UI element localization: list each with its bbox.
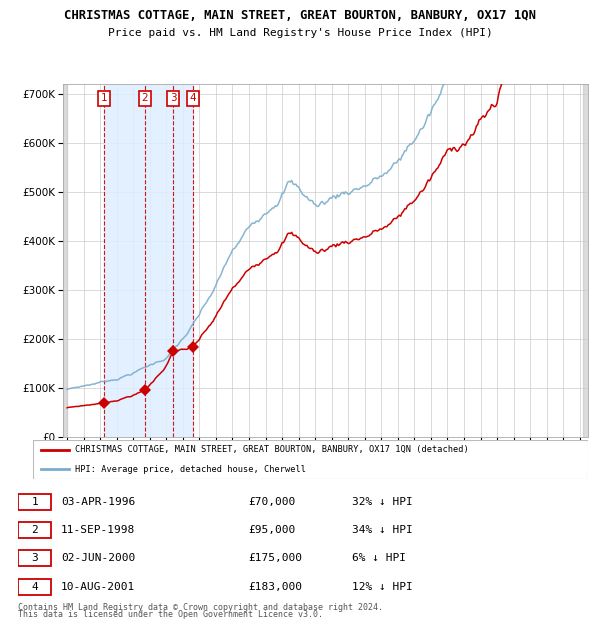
Bar	[63, 84, 67, 437]
Text: 4: 4	[31, 582, 38, 591]
Bar	[583, 84, 588, 437]
Text: HPI: Average price, detached house, Cherwell: HPI: Average price, detached house, Cher…	[74, 464, 305, 474]
Text: Contains HM Land Registry data © Crown copyright and database right 2024.: Contains HM Land Registry data © Crown c…	[18, 603, 383, 612]
Text: £175,000: £175,000	[248, 554, 302, 564]
Text: 1: 1	[31, 497, 38, 507]
Text: 02-JUN-2000: 02-JUN-2000	[61, 554, 136, 564]
Text: £95,000: £95,000	[248, 525, 296, 535]
FancyBboxPatch shape	[18, 551, 52, 567]
Text: 2: 2	[142, 94, 148, 104]
Text: £70,000: £70,000	[248, 497, 296, 507]
Text: 1: 1	[101, 94, 108, 104]
Text: 11-SEP-1998: 11-SEP-1998	[61, 525, 136, 535]
Text: 03-APR-1996: 03-APR-1996	[61, 497, 136, 507]
Text: 10-AUG-2001: 10-AUG-2001	[61, 582, 136, 591]
Text: CHRISTMAS COTTAGE, MAIN STREET, GREAT BOURTON, BANBURY, OX17 1QN: CHRISTMAS COTTAGE, MAIN STREET, GREAT BO…	[64, 9, 536, 22]
Text: 4: 4	[190, 94, 196, 104]
Text: 3: 3	[170, 94, 176, 104]
Text: CHRISTMAS COTTAGE, MAIN STREET, GREAT BOURTON, BANBURY, OX17 1QN (detached): CHRISTMAS COTTAGE, MAIN STREET, GREAT BO…	[74, 445, 469, 454]
Text: 32% ↓ HPI: 32% ↓ HPI	[352, 497, 413, 507]
Text: 6% ↓ HPI: 6% ↓ HPI	[352, 554, 406, 564]
Text: This data is licensed under the Open Government Licence v3.0.: This data is licensed under the Open Gov…	[18, 609, 323, 619]
Text: 34% ↓ HPI: 34% ↓ HPI	[352, 525, 413, 535]
Text: 12% ↓ HPI: 12% ↓ HPI	[352, 582, 413, 591]
Text: 2: 2	[31, 525, 38, 535]
Text: Price paid vs. HM Land Registry's House Price Index (HPI): Price paid vs. HM Land Registry's House …	[107, 28, 493, 38]
Bar	[104, 84, 193, 437]
Text: 3: 3	[31, 554, 38, 564]
FancyBboxPatch shape	[18, 494, 52, 510]
Text: £183,000: £183,000	[248, 582, 302, 591]
FancyBboxPatch shape	[18, 578, 52, 595]
FancyBboxPatch shape	[18, 522, 52, 538]
